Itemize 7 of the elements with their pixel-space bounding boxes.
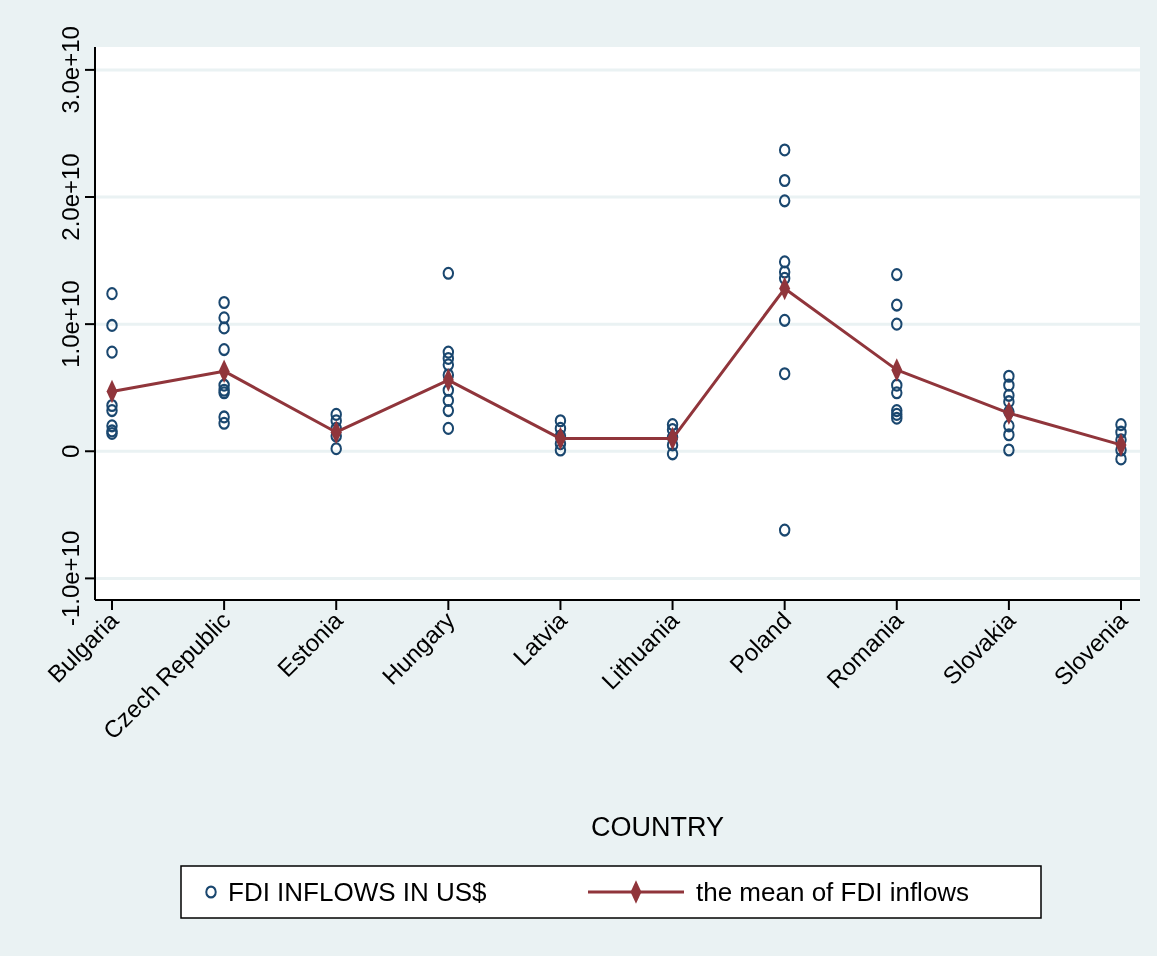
x-axis-title: COUNTRY <box>590 812 725 842</box>
y-tick-label: 1.0e+10 <box>57 280 84 368</box>
legend-label: the mean of FDI inflows <box>696 877 970 907</box>
legend-label: FDI INFLOWS IN US$ <box>228 877 488 907</box>
y-tick-label: 3.0e+10 <box>57 26 84 114</box>
y-tick-label: 2.0e+10 <box>57 153 84 241</box>
y-tick-label: 0 <box>57 444 84 458</box>
